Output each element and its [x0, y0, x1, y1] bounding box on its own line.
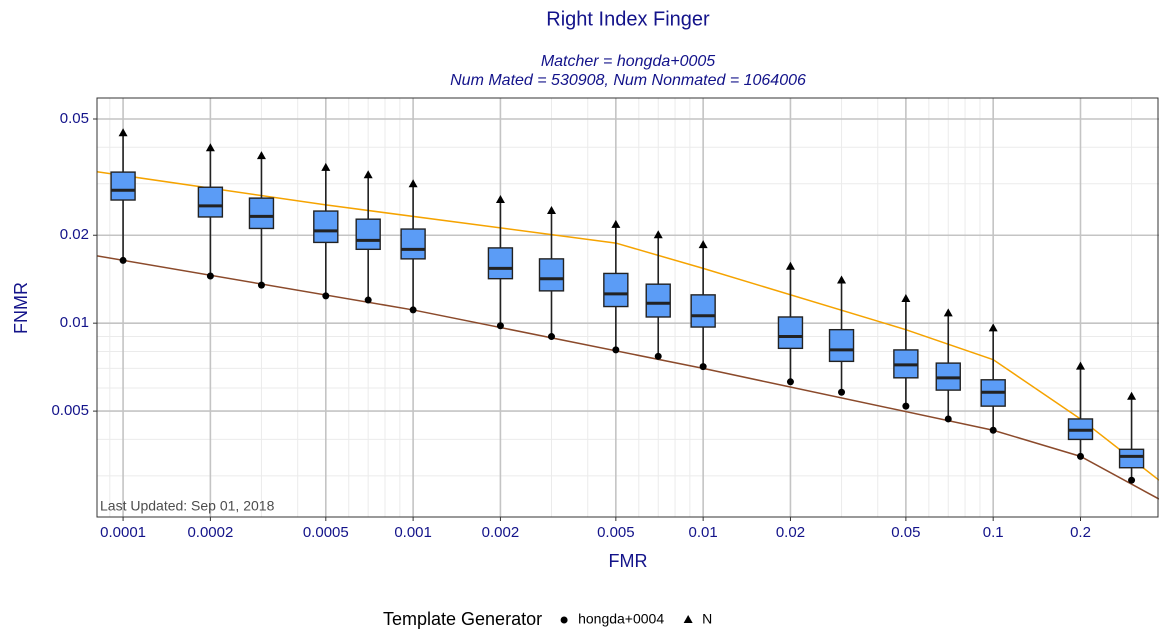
legend-marker	[560, 616, 568, 624]
box	[603, 272, 629, 308]
box	[690, 294, 716, 328]
box	[1118, 448, 1145, 469]
point	[257, 281, 265, 289]
box	[777, 316, 804, 350]
x-tick-label: 0.01	[689, 524, 718, 541]
point	[409, 306, 417, 314]
point	[321, 162, 331, 171]
legend-marker	[683, 615, 693, 623]
point	[363, 170, 373, 179]
trend-line	[97, 255, 1159, 500]
point	[943, 308, 953, 317]
x-axis-label: FMR	[609, 551, 648, 571]
y-tick-label: 0.01	[60, 314, 89, 331]
box	[645, 283, 671, 318]
point	[837, 275, 847, 284]
point	[206, 272, 214, 280]
point	[785, 261, 795, 270]
point	[944, 415, 952, 423]
point	[988, 323, 998, 332]
x-tick-label: 0.005	[597, 524, 635, 541]
point	[1128, 476, 1136, 484]
box	[355, 218, 381, 251]
point	[901, 293, 911, 302]
box	[110, 171, 136, 201]
point	[118, 128, 128, 137]
point	[786, 378, 794, 386]
box	[828, 328, 855, 363]
point	[256, 151, 266, 160]
point	[838, 388, 846, 396]
chart-subtitle: Matcher = hongda+0005	[541, 53, 715, 70]
legend-label: hongda+0004	[578, 611, 664, 627]
x-tick-label: 0.05	[891, 524, 920, 541]
box	[197, 186, 224, 218]
box	[538, 258, 565, 292]
box	[313, 210, 339, 244]
point	[322, 292, 330, 300]
y-tick-label: 0.02	[60, 226, 89, 243]
point	[698, 240, 708, 249]
chart-subtitle: Num Mated = 530908, Num Nonmated = 10640…	[450, 72, 806, 89]
point	[902, 402, 910, 410]
point	[1127, 391, 1137, 400]
point	[408, 179, 418, 188]
point	[547, 333, 555, 341]
point	[1076, 452, 1084, 460]
point	[699, 363, 707, 371]
x-tick-label: 0.2	[1070, 524, 1091, 541]
box	[487, 247, 514, 280]
legend-label: N	[702, 611, 712, 627]
x-tick-label: 0.0001	[100, 524, 146, 541]
point	[495, 195, 505, 204]
point	[653, 230, 663, 239]
point	[654, 352, 662, 360]
point	[119, 256, 127, 264]
y-tick-label: 0.05	[60, 110, 89, 127]
y-axis-label: FNMR	[11, 282, 31, 334]
x-tick-label: 0.02	[776, 524, 805, 541]
x-tick-label: 0.0002	[187, 524, 233, 541]
point	[205, 143, 215, 152]
trend-line	[97, 170, 1159, 481]
point	[364, 296, 372, 304]
x-tick-label: 0.002	[482, 524, 520, 541]
point	[496, 322, 504, 330]
point	[546, 206, 556, 215]
x-tick-label: 0.1	[983, 524, 1004, 541]
x-tick-label: 0.001	[394, 524, 432, 541]
annotation: Last Updated: Sep 01, 2018	[100, 498, 275, 514]
x-tick-label: 0.0005	[303, 524, 349, 541]
point	[1075, 361, 1085, 370]
box	[400, 228, 426, 260]
point	[611, 219, 621, 228]
chart-title: Right Index Finger	[546, 8, 710, 30]
y-tick-label: 0.005	[51, 402, 89, 419]
plot-border	[96, 97, 1159, 518]
box	[248, 197, 275, 230]
point	[612, 346, 620, 354]
point	[989, 426, 997, 434]
legend-title: Template Generator	[383, 609, 542, 629]
